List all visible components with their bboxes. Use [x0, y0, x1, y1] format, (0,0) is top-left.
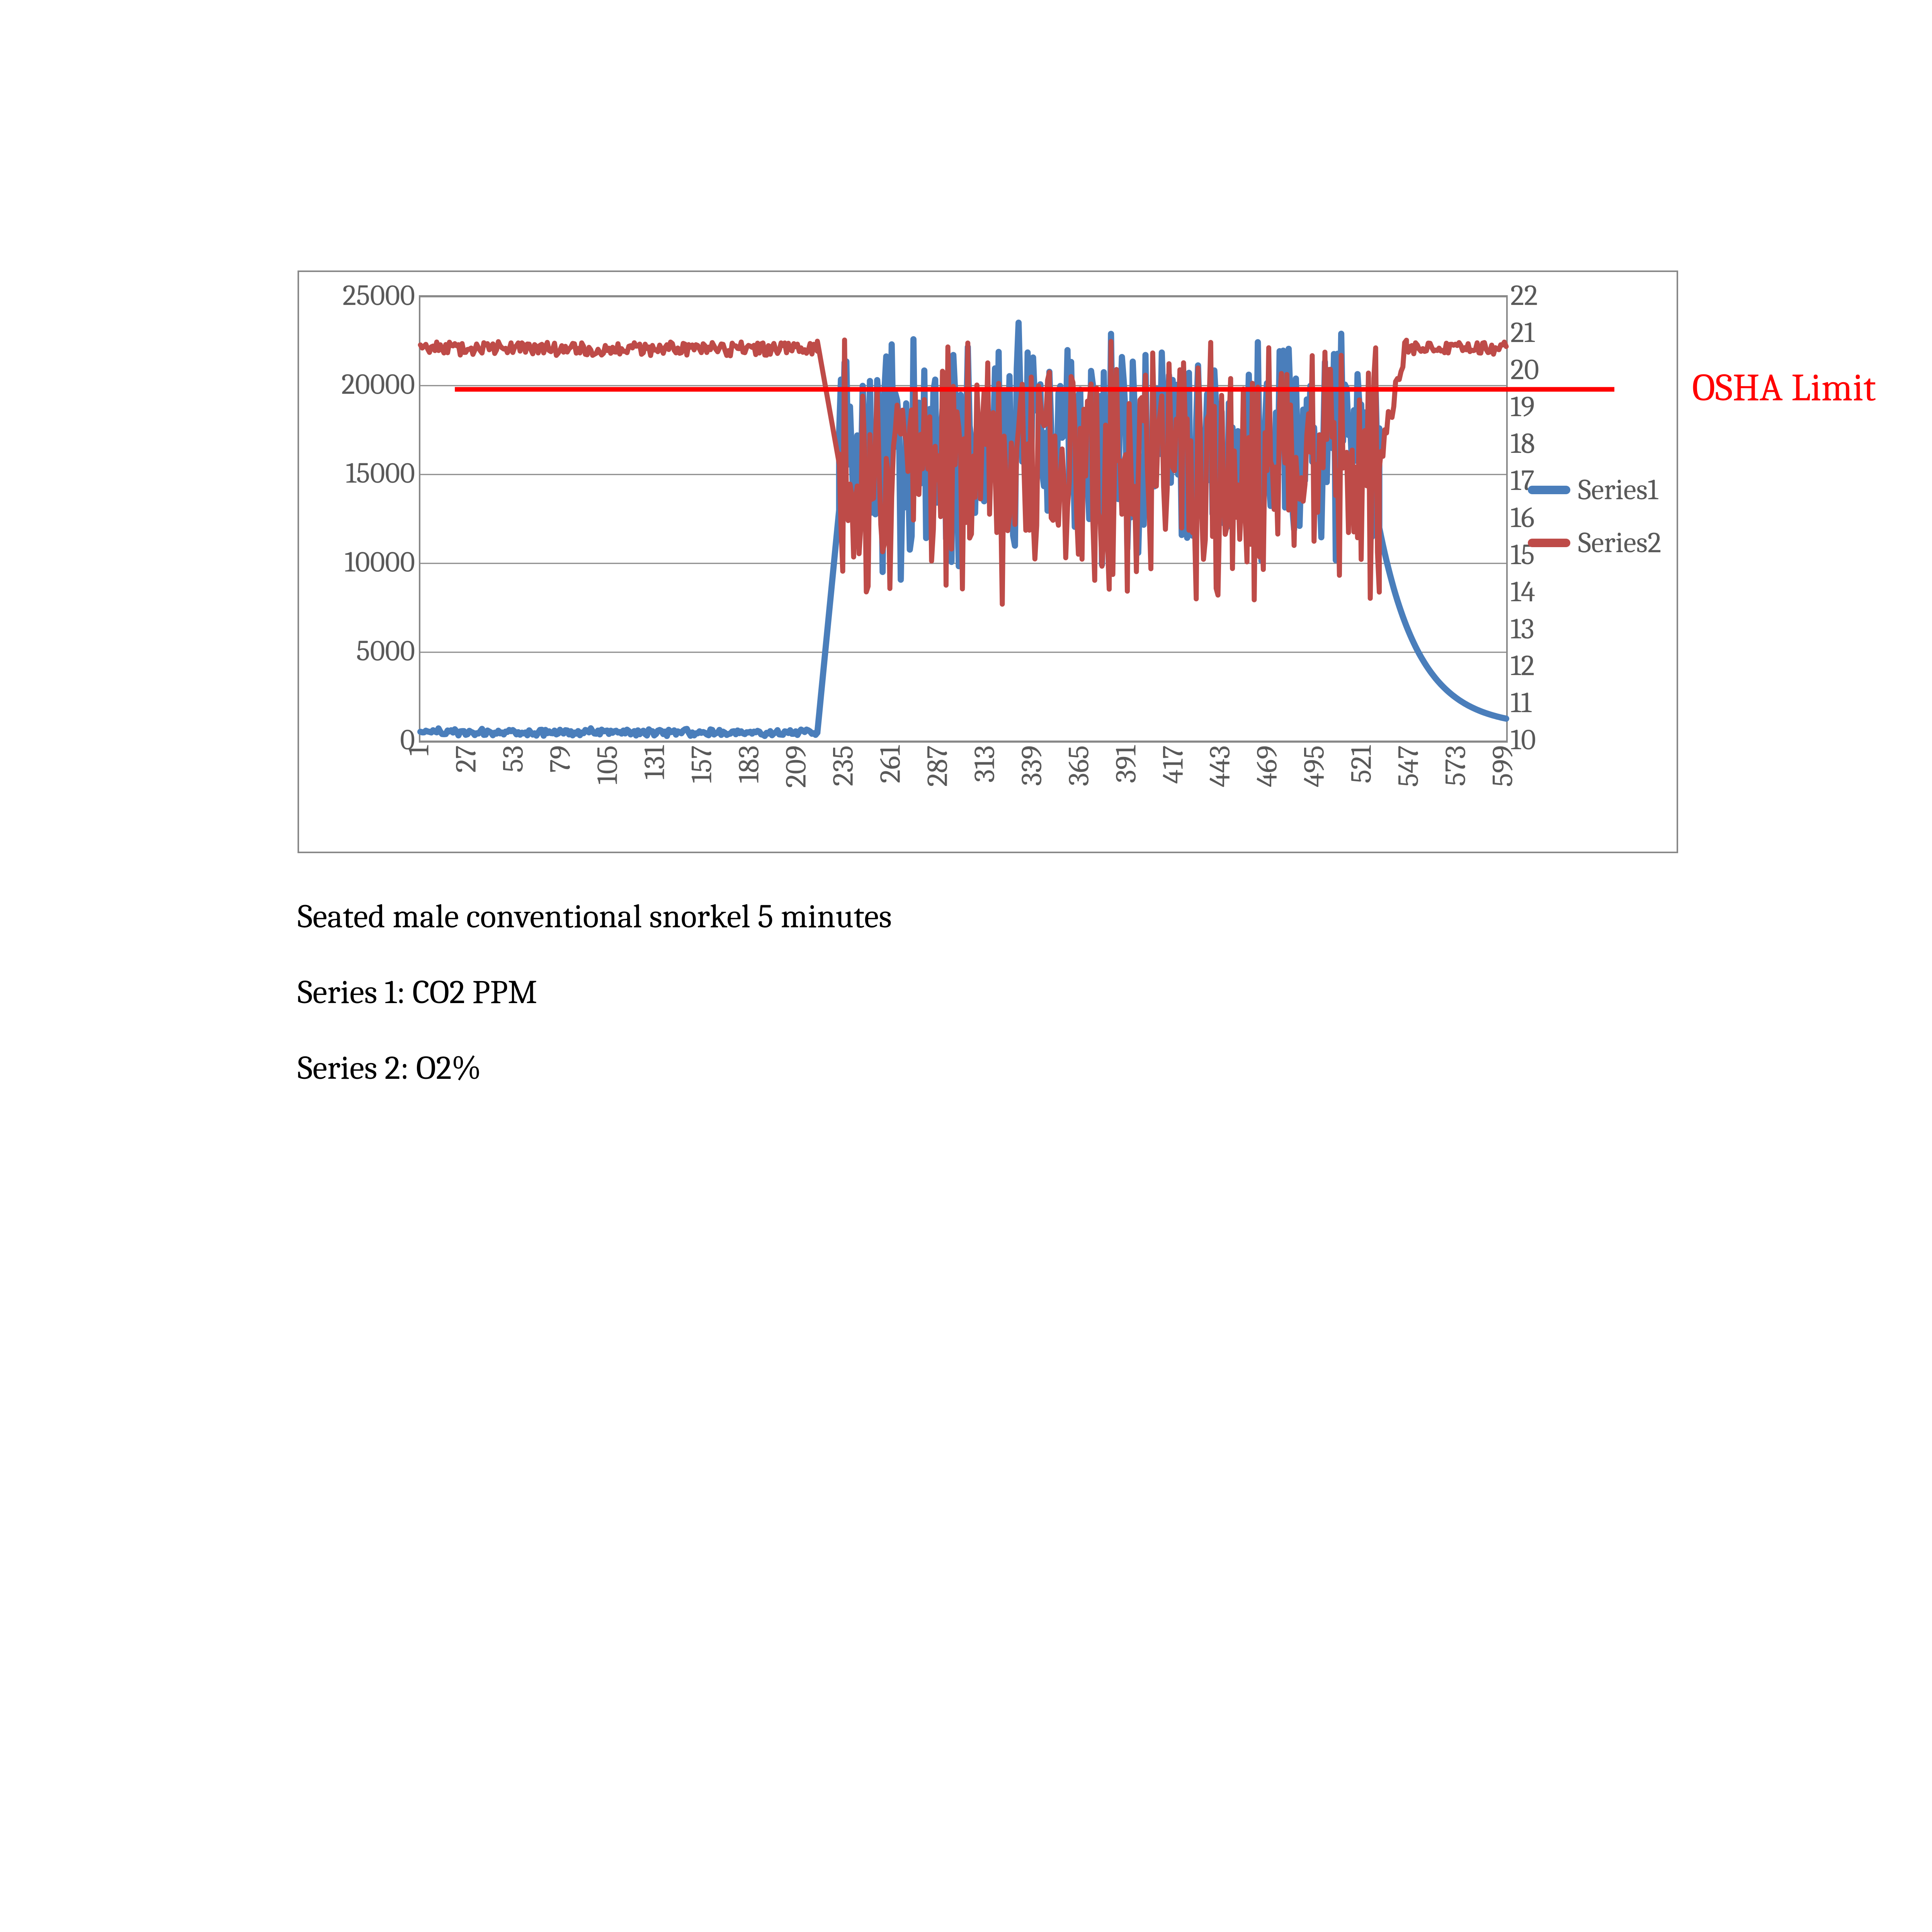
- legend-swatch-series2: [1528, 539, 1570, 547]
- x-tick: 599: [1486, 745, 1520, 787]
- x-tick: 261: [873, 745, 907, 783]
- document-page: 0500010000150002000025000 10111213141516…: [0, 0, 1932, 1932]
- y-left-tick: 25000: [307, 281, 415, 310]
- x-tick: 287: [920, 745, 954, 787]
- y-left-tick: 15000: [307, 459, 415, 488]
- y-right-tick: 18: [1510, 429, 1588, 458]
- caption-series1: Series 1: CO2 PPM: [298, 976, 892, 1009]
- legend-item-series1: Series1: [1528, 473, 1665, 507]
- x-tick: 391: [1109, 745, 1143, 783]
- x-tick: 27: [449, 745, 483, 773]
- x-tick: 235: [826, 745, 860, 786]
- x-tick: 183: [732, 745, 765, 783]
- x-tick: 495: [1298, 745, 1331, 787]
- x-tick: 209: [779, 745, 813, 788]
- x-tick: 53: [496, 745, 530, 772]
- y-left-tick: 5000: [307, 636, 415, 665]
- legend-label-series1: Series1: [1578, 473, 1658, 507]
- x-tick: 521: [1345, 745, 1378, 783]
- y-right-tick: 19: [1510, 392, 1588, 421]
- x-tick: 469: [1250, 745, 1284, 787]
- x-tick: 339: [1015, 745, 1048, 786]
- caption-series2: Series 2: O2%: [298, 1052, 892, 1085]
- x-tick: 157: [685, 745, 718, 783]
- chart-container: 0500010000150002000025000 10111213141516…: [298, 270, 1678, 853]
- x-tick: 417: [1156, 745, 1190, 784]
- plot-area: [419, 295, 1508, 743]
- legend: Series1 Series2: [1528, 473, 1665, 579]
- y-right-tick: 11: [1510, 688, 1588, 717]
- y-left-tick: 20000: [307, 370, 415, 399]
- x-tick: 105: [590, 745, 624, 785]
- legend-swatch-series1: [1528, 486, 1570, 494]
- x-tick: 573: [1439, 745, 1473, 786]
- reference-line-layer: [420, 297, 1506, 741]
- y-right-tick: 12: [1510, 651, 1588, 680]
- x-tick: 547: [1392, 745, 1425, 787]
- y-right-tick: 14: [1510, 577, 1588, 606]
- x-tick: 131: [638, 745, 671, 780]
- legend-label-series2: Series2: [1578, 526, 1661, 560]
- osha-limit-label: OSHA Limit: [1692, 369, 1876, 407]
- x-tick: 79: [543, 745, 577, 773]
- caption-title: Seated male conventional snorkel 5 minut…: [298, 900, 892, 934]
- x-tick: 365: [1062, 745, 1095, 786]
- x-ticks: 1275379105131157183209235261287313339365…: [419, 745, 1505, 842]
- y-left-tick: 10000: [307, 548, 415, 577]
- y-right-tick: 13: [1510, 614, 1588, 643]
- x-tick: 443: [1203, 745, 1237, 787]
- y-right-tick: 10: [1510, 725, 1588, 754]
- y-right-tick: 21: [1510, 318, 1588, 347]
- caption-block: Seated male conventional snorkel 5 minut…: [298, 900, 892, 1128]
- y-right-tick: 22: [1510, 281, 1588, 310]
- x-tick: 1: [402, 745, 436, 756]
- x-tick: 313: [968, 745, 1001, 782]
- y-left-tick: 0: [307, 725, 415, 754]
- legend-item-series2: Series2: [1528, 526, 1665, 560]
- y-right-tick: 20: [1510, 355, 1588, 384]
